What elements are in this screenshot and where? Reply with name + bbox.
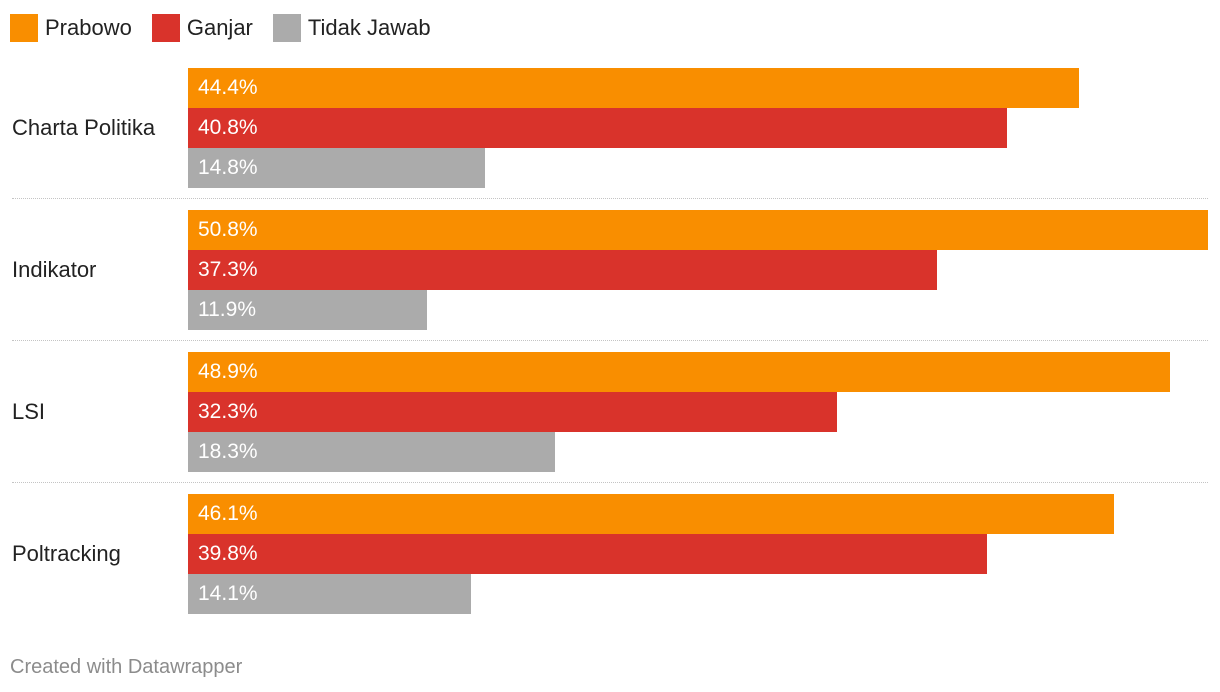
bar-value-label: 14.1%	[198, 582, 258, 605]
bar-value-label: 44.4%	[198, 76, 258, 99]
bar-value-label: 40.8%	[198, 116, 258, 139]
legend-swatch-tidak-jawab	[272, 14, 301, 42]
legend-swatch-ganjar	[151, 14, 180, 42]
bar-value-label: 48.9%	[198, 360, 258, 383]
legend: Prabowo Ganjar Tidak Jawab	[10, 13, 451, 43]
legend-item-prabowo: Prabowo	[10, 14, 132, 42]
bar-prabowo-indikator[interactable]: 50.8%	[188, 210, 1208, 250]
bar-tidak-jawab-poltracking[interactable]: 14.1%	[188, 574, 471, 614]
bar-ganjar-charta-politika[interactable]: 40.8%	[188, 108, 1007, 148]
bar-ganjar-lsi[interactable]: 32.3%	[188, 392, 837, 432]
legend-label-ganjar: Ganjar	[186, 15, 253, 40]
group-divider	[12, 198, 1208, 199]
legend-label-tidak-jawab: Tidak Jawab	[307, 15, 431, 40]
legend-item-ganjar: Ganjar	[151, 14, 253, 42]
bar-value-label: 11.9%	[198, 298, 256, 321]
legend-label-prabowo: Prabowo	[45, 15, 132, 40]
legend-swatch-prabowo	[10, 14, 38, 42]
category-label-poltracking: Poltracking	[12, 541, 121, 566]
group-divider	[12, 340, 1208, 341]
bar-prabowo-charta-politika[interactable]: 44.4%	[188, 68, 1079, 108]
category-label-charta-politika: Charta Politika	[12, 115, 156, 140]
bar-tidak-jawab-lsi[interactable]: 18.3%	[188, 432, 555, 472]
bar-value-label: 14.8%	[198, 156, 258, 179]
bar-tidak-jawab-charta-politika[interactable]: 14.8%	[188, 148, 485, 188]
bar-value-label: 32.3%	[198, 400, 258, 423]
category-label-indikator: Indikator	[12, 257, 97, 282]
bar-value-label: 39.8%	[198, 542, 258, 565]
footer-credit[interactable]: Created with Datawrapper	[10, 656, 243, 678]
bar-tidak-jawab-indikator[interactable]: 11.9%	[188, 290, 427, 330]
bar-prabowo-lsi[interactable]: 48.9%	[188, 352, 1170, 392]
bar-value-label: 37.3%	[198, 258, 258, 281]
category-label-lsi: LSI	[12, 399, 46, 424]
bar-ganjar-indikator[interactable]: 37.3%	[188, 250, 937, 290]
bar-value-label: 46.1%	[198, 502, 258, 525]
group-divider	[12, 482, 1208, 483]
bar-value-label: 50.8%	[198, 218, 258, 241]
bar-ganjar-poltracking[interactable]: 39.8%	[188, 534, 987, 574]
bar-prabowo-poltracking[interactable]: 46.1%	[188, 494, 1114, 534]
legend-item-tidak-jawab: Tidak Jawab	[272, 14, 431, 42]
bar-value-label: 18.3%	[198, 440, 258, 463]
